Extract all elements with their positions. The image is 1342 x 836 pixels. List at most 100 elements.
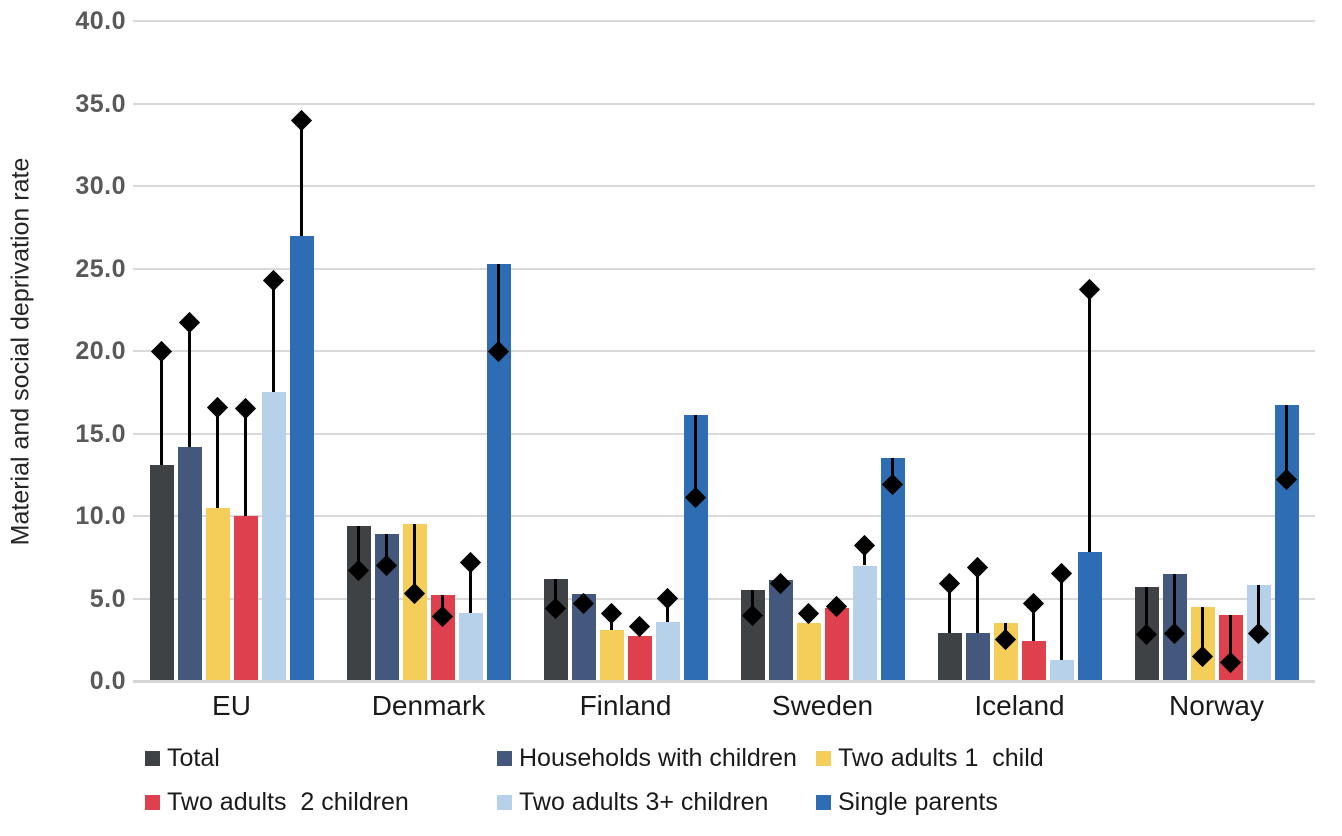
error-whisker (188, 322, 191, 447)
error-whisker (751, 590, 754, 615)
bar-households-with-children (177, 446, 202, 681)
bar-slot (937, 21, 962, 681)
plot-area (133, 20, 1315, 683)
error-whisker (1229, 615, 1232, 663)
diamond-marker (150, 340, 173, 362)
bar-slot (1021, 21, 1046, 681)
error-whisker (891, 458, 894, 485)
error-whisker (1173, 573, 1176, 634)
bar-two-adults-3+-children (261, 392, 286, 681)
gridline (133, 267, 1315, 270)
error-whisker (469, 562, 472, 614)
bar-group-finland (527, 21, 724, 681)
legend-item-two-adults-2-children: Two adults 2 children (145, 788, 409, 817)
legend-label: Total (167, 744, 220, 772)
category-label-finland: Finland (579, 690, 672, 721)
y-axis-title-text: Material and social deprivation rate (6, 157, 35, 545)
diamond-marker (262, 269, 285, 291)
bar-slot (430, 21, 455, 681)
bar-two-adults-2-children (233, 516, 258, 681)
gridline (133, 20, 1315, 22)
bar-slot (1077, 21, 1102, 681)
bar-slot (177, 21, 202, 681)
y-tick-label: 25.0 (75, 254, 126, 283)
error-whisker (244, 408, 247, 516)
diamond-marker (178, 312, 201, 334)
y-tick-label: 40.0 (75, 7, 126, 35)
bar-two-adults-2-children (824, 608, 849, 681)
error-whisker (160, 351, 163, 465)
legend-label: Two adults 1 child (838, 744, 1044, 772)
error-whisker (441, 595, 444, 617)
diamond-marker (234, 398, 257, 420)
error-whisker (385, 534, 388, 566)
error-whisker (1145, 586, 1148, 635)
x-axis-line (133, 680, 1315, 683)
bar-slot (374, 21, 399, 681)
diamond-marker (600, 602, 623, 624)
diamond-marker (459, 551, 482, 573)
bar-slot (852, 21, 877, 681)
bar-single-parents (880, 458, 905, 681)
y-tick-label: 5.0 (89, 584, 126, 613)
category-label-eu: EU (212, 690, 251, 721)
bar-slot (768, 21, 793, 681)
bar-slot (261, 21, 286, 681)
error-whisker (694, 415, 697, 498)
error-whisker (1285, 405, 1288, 480)
legend-item-two-adults-3+-children: Two adults 3+ children (497, 788, 768, 817)
bar-slot (486, 21, 511, 681)
error-whisker (948, 583, 951, 634)
y-tick-label: 30.0 (75, 172, 126, 200)
error-whisker (1032, 603, 1035, 642)
category-label-iceland: Iceland (974, 690, 1065, 721)
bar-group-iceland (921, 21, 1118, 681)
gridline (133, 350, 1315, 352)
category-label-denmark: Denmark (371, 690, 486, 721)
diamond-marker (1078, 279, 1101, 301)
bar-group-sweden (724, 21, 921, 681)
x-axis-category-labels: EU Denmark Finland Sweden Iceland Norway (133, 690, 1315, 722)
bar-slot (655, 21, 680, 681)
bar-single-parents (289, 235, 314, 681)
bar-households-with-children (768, 580, 793, 681)
bar-two-adults-1-child (599, 629, 624, 681)
bar-slot (346, 21, 371, 681)
bar-two-adults-2-children (1021, 641, 1046, 681)
error-whisker (1088, 289, 1091, 553)
diamond-marker (1022, 592, 1045, 615)
bar-two-adults-3+-children (458, 613, 483, 681)
legend-swatch-icon (497, 751, 512, 766)
y-axis-title: Material and social deprivation rate (4, 21, 38, 681)
legend-swatch-icon (816, 751, 831, 766)
category-label-norway: Norway (1169, 690, 1264, 721)
bar-total (937, 633, 962, 681)
bar-slot (1190, 21, 1215, 681)
bar-slot (1274, 21, 1299, 681)
bar-two-adults-3+-children (655, 621, 680, 681)
error-whisker (216, 407, 219, 508)
bar-single-parents (1077, 552, 1102, 681)
gridline (133, 597, 1315, 600)
error-whisker (666, 598, 669, 622)
bar-slot (965, 21, 990, 681)
bar-slot (993, 21, 1018, 681)
bar-two-adults-1-child (205, 507, 230, 681)
error-whisker (413, 524, 416, 594)
bar-slot (1134, 21, 1159, 681)
bar-slot (289, 21, 314, 681)
bar-slot (740, 21, 765, 681)
bar-two-adults-1-child (796, 623, 821, 681)
bar-two-adults-2-children (627, 636, 652, 681)
bar-groups (133, 21, 1315, 681)
bar-group-denmark (330, 21, 527, 681)
y-tick-label: 15.0 (75, 419, 126, 448)
diamond-marker (938, 573, 961, 595)
legend-label: Two adults 3+ children (519, 788, 769, 816)
diamond-marker (797, 602, 820, 624)
bar-slot (458, 21, 483, 681)
error-whisker (976, 567, 979, 634)
legend-item-single-parents: Single parents (816, 788, 998, 817)
gridline (133, 102, 1315, 105)
